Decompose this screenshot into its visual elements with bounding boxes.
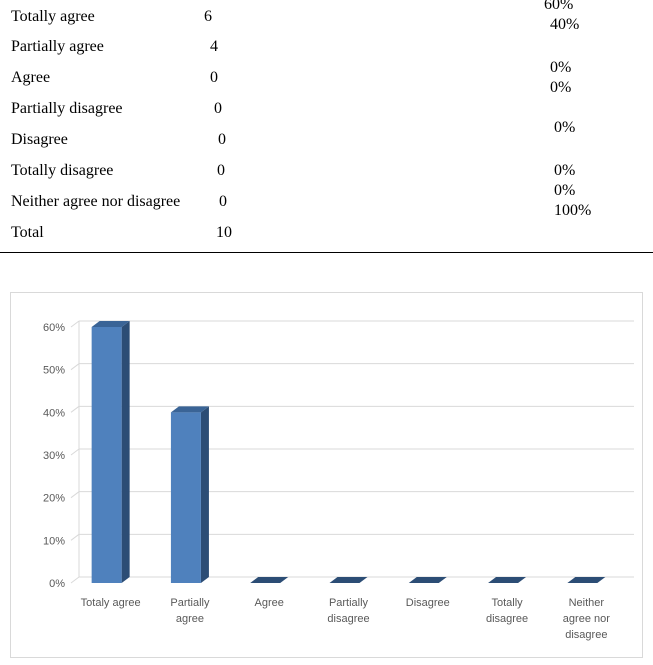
x-tick-label: agree <box>176 613 204 625</box>
row-percent: 100% <box>554 202 592 219</box>
x-tick-label: Disagree <box>406 597 450 609</box>
gridline-depth <box>70 363 80 371</box>
bar-side <box>121 321 130 583</box>
gridline-depth <box>70 320 80 328</box>
gridline-depth <box>70 533 80 541</box>
row-count: 0 <box>210 69 218 86</box>
y-tick-label: 50% <box>43 365 65 377</box>
row-label: Totally disagree <box>11 162 114 179</box>
x-tick-label: Partially <box>329 597 369 609</box>
row-percent: 0% <box>554 119 576 136</box>
row-label: Partially disagree <box>11 100 123 117</box>
row-count: 0 <box>218 131 226 148</box>
bar-side <box>200 406 209 583</box>
bar <box>170 412 201 583</box>
x-tick-label: Totally <box>491 597 523 609</box>
row-count: 4 <box>210 38 218 55</box>
row-count: 10 <box>216 224 232 241</box>
row-count: 0 <box>214 100 222 117</box>
row-count: 0 <box>219 193 227 210</box>
row-count: 6 <box>204 8 212 25</box>
y-tick-label: 30% <box>43 450 65 462</box>
y-tick-label: 60% <box>43 322 65 334</box>
x-tick-label: agree nor <box>563 613 610 625</box>
gridline-depth <box>70 405 80 413</box>
x-tick-label: Partially <box>170 597 210 609</box>
row-percent: 0% <box>550 59 572 76</box>
row-percent: 0% <box>554 162 576 179</box>
x-tick-label: disagree <box>327 613 369 625</box>
y-tick-label: 10% <box>43 535 65 547</box>
row-label: Partially agree <box>11 38 104 55</box>
bar-chart: 0% 10% 20% 30% 40% 50% 60% Totaly agree Partiall… <box>43 320 634 641</box>
bar-top <box>170 406 209 413</box>
bar-top <box>408 577 447 583</box>
row-label: Agree <box>11 69 51 86</box>
y-tick-label: 20% <box>43 493 65 505</box>
gridline-depth <box>70 448 80 456</box>
row-percent: 40% <box>550 16 580 33</box>
y-tick-label: 40% <box>43 407 65 419</box>
row-label: Neither agree nor disagree <box>11 193 181 210</box>
x-tick-label: Totaly agree <box>81 597 141 609</box>
bar-top <box>91 321 130 327</box>
gridline-depth <box>70 491 80 499</box>
y-tick-label: 0% <box>49 578 65 590</box>
table-bottom-rule <box>0 252 653 253</box>
bar-top <box>329 577 368 583</box>
row-percent: 0% <box>550 79 572 96</box>
row-label: Totally agree <box>11 8 95 25</box>
bar-top <box>250 577 289 583</box>
x-tick-label: disagree <box>565 629 607 641</box>
bar-top <box>488 577 527 583</box>
row-percent: 60% <box>544 0 574 13</box>
bar-top <box>567 577 606 583</box>
x-tick-label: Neither <box>569 597 605 609</box>
x-tick-label: Agree <box>255 597 284 609</box>
frequency-table: Totally agree 6 60% Partially agree 4 40… <box>0 0 653 256</box>
chart-container: 0% 10% 20% 30% 40% 50% 60% Totaly agree Partiall… <box>10 292 643 658</box>
row-count: 0 <box>217 162 225 179</box>
bar <box>91 327 122 583</box>
row-label: Total <box>11 224 44 241</box>
x-tick-label: disagree <box>486 613 528 625</box>
row-label: Disagree <box>11 131 68 148</box>
gridline-depth <box>70 576 80 584</box>
row-percent: 0% <box>554 182 576 199</box>
